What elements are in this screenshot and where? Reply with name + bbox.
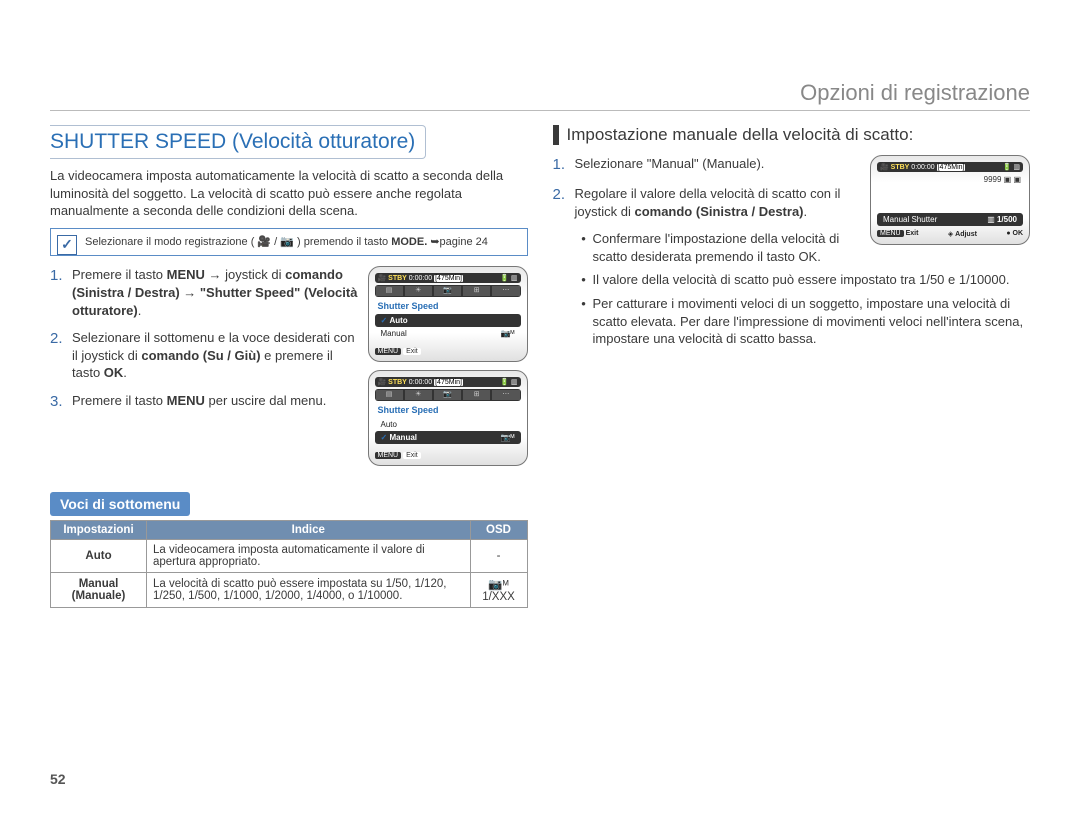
th-2: OSD	[470, 521, 527, 540]
remaining-bullets: Il valore della velocità di scatto può e…	[553, 271, 1031, 347]
bullet-1: Il valore della velocità di scatto può e…	[575, 271, 1031, 289]
th-0: Impostazioni	[51, 521, 147, 540]
page-number: 52	[50, 771, 66, 787]
th-1: Indice	[147, 521, 471, 540]
step-2: 2.Selezionare il sottomenu e la voce des…	[50, 329, 358, 382]
intro-paragraph: La videocamera imposta automaticamente l…	[50, 167, 528, 220]
right-step-2: 2.Regolare il valore della velocità di s…	[553, 185, 861, 220]
check-icon: ✓	[57, 235, 77, 255]
left-body: 1.Premere il tasto MENU → joystick di co…	[50, 266, 528, 474]
left-title: SHUTTER SPEED (Velocità otturatore)	[50, 130, 415, 153]
sub-bullets: Confermare l'impostazione della velocità…	[553, 230, 861, 265]
info-bold: MODE.	[391, 236, 427, 248]
table-row: Auto La videocamera imposta automaticame…	[51, 540, 528, 573]
content-columns: SHUTTER SPEED (Velocità otturatore) La v…	[50, 125, 1030, 608]
bullet-2: Per catturare i movimenti veloci di un s…	[575, 295, 1031, 348]
submenu-table: Impostazioni Indice OSD Auto La videocam…	[50, 520, 528, 608]
left-title-box: SHUTTER SPEED (Velocità otturatore)	[50, 125, 426, 159]
lcd-b: 🎥 STBY 0:00:00 [475Min] 🔋 ▥ ▤☀📷⊞⋯ Shutte…	[368, 370, 528, 466]
info-box: ✓ Selezionare il modo registrazione ( 🎥 …	[50, 228, 528, 257]
lcd-c: 🎥 STBY 0:00:00 [475Min] 🔋 ▥ 9999 ▣ ▣ Man…	[870, 155, 1030, 245]
info-ref: ➥pagine 24	[430, 236, 488, 248]
lcd-a: 🎥 STBY 0:00:00 [475Min] 🔋 ▥ ▤☀📷⊞⋯ Shutte…	[368, 266, 528, 362]
step-3: 3.Premere il tasto MENU per uscire dal m…	[50, 392, 358, 412]
voci-label: Voci di sottomenu	[50, 492, 190, 516]
bullet-0: Confermare l'impostazione della velocità…	[575, 230, 861, 265]
right-step-1: 1.Selezionare "Manual" (Manuale).	[553, 155, 861, 175]
right-column: Impostazione manuale della velocità di s…	[553, 125, 1031, 608]
info-text: Selezionare il modo registrazione ( 🎥 / …	[85, 236, 388, 248]
right-steps: 1.Selezionare "Manual" (Manuale). 2.Rego…	[553, 155, 861, 220]
step-3-text: Premere il tasto MENU per uscire dal men…	[72, 392, 358, 412]
left-steps: 1.Premere il tasto MENU → joystick di co…	[50, 266, 358, 474]
step-1-text: Premere il tasto MENU → joystick di coma…	[72, 266, 358, 319]
lcd-screenshots: 🎥 STBY 0:00:00 [475Min] 🔋 ▥ ▤☀📷⊞⋯ Shutte…	[368, 266, 528, 474]
right-step-1-text: Selezionare "Manual" (Manuale).	[575, 155, 861, 175]
right-title: Impostazione manuale della velocità di s…	[553, 125, 1031, 145]
steps-list: 1.Premere il tasto MENU → joystick di co…	[50, 266, 358, 412]
header-rule	[50, 110, 1030, 111]
right-step-2-text: Regolare il valore della velocità di sca…	[575, 185, 861, 220]
table-row: Manual (Manuale) La velocità di scatto p…	[51, 573, 528, 608]
section-header: Opzioni di registrazione	[800, 80, 1030, 106]
step-1: 1.Premere il tasto MENU → joystick di co…	[50, 266, 358, 319]
left-column: SHUTTER SPEED (Velocità otturatore) La v…	[50, 125, 528, 608]
manual-page: Opzioni di registrazione SHUTTER SPEED (…	[0, 0, 1080, 827]
step-2-text: Selezionare il sottomenu e la voce desid…	[72, 329, 358, 382]
